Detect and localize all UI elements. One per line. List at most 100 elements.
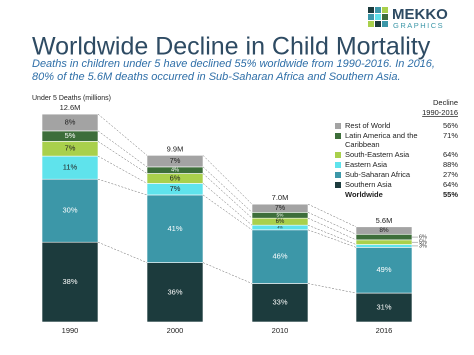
legend-swatch bbox=[335, 133, 341, 139]
connector bbox=[307, 283, 357, 294]
value-label: 4% bbox=[277, 225, 283, 229]
bar-segment bbox=[355, 247, 413, 294]
total-label: 9.9M bbox=[167, 144, 184, 153]
value-label: 7% bbox=[65, 144, 76, 153]
decline-value: 55% bbox=[443, 190, 458, 199]
legend-label-box: Latin America and the Caribbean bbox=[345, 131, 418, 149]
legend-label-box: Rest of World bbox=[345, 121, 390, 130]
bar-segment bbox=[146, 194, 204, 263]
value-label: 38% bbox=[62, 277, 77, 286]
x-tick-label: 2016 bbox=[376, 326, 393, 335]
connector bbox=[97, 155, 148, 184]
decline-value: 64% bbox=[443, 180, 458, 189]
decline-period: 1990-2016 bbox=[422, 108, 458, 117]
bar-segment bbox=[251, 283, 309, 323]
subtitle-box: Deaths in children under 5 have declined… bbox=[32, 58, 435, 83]
bar-segment bbox=[146, 262, 204, 323]
logo-sub: GRAPHICS bbox=[393, 21, 444, 30]
x-tick-label: 2010 bbox=[272, 326, 289, 335]
decline-value: 56% bbox=[443, 121, 458, 130]
connector bbox=[202, 262, 253, 284]
legend-label: Southern Asia bbox=[345, 180, 392, 189]
decline-value: 71% bbox=[443, 131, 458, 140]
bar-segment bbox=[251, 203, 309, 213]
connector bbox=[307, 229, 357, 248]
legend-label-box: Sub-Saharan Africa bbox=[345, 170, 411, 179]
connector bbox=[307, 203, 357, 228]
bar-segment bbox=[41, 178, 99, 243]
logo-icon bbox=[368, 7, 388, 27]
bar-segment bbox=[41, 241, 99, 323]
connector bbox=[97, 130, 148, 168]
connector bbox=[97, 141, 148, 174]
total-label: 12.6M bbox=[60, 103, 81, 112]
connector bbox=[97, 178, 148, 196]
value-label: 5% bbox=[419, 240, 427, 246]
bar-segment bbox=[146, 155, 204, 168]
value-label: 30% bbox=[62, 206, 77, 215]
x-tick-label: 1990 bbox=[62, 326, 79, 335]
bar-segment bbox=[355, 244, 413, 248]
chart-title: Worldwide Decline in Child Mortality bbox=[32, 33, 431, 61]
connector bbox=[97, 241, 148, 263]
bar-segment bbox=[355, 226, 413, 235]
value-label: 41% bbox=[167, 224, 182, 233]
value-label: 3% bbox=[419, 243, 427, 249]
legend-label: Worldwide bbox=[345, 190, 383, 199]
decline-value: 27% bbox=[443, 170, 458, 179]
connector bbox=[202, 194, 253, 231]
logo-name: MEKKO bbox=[392, 6, 448, 23]
decline-value: 88% bbox=[443, 160, 458, 169]
legend-swatch bbox=[335, 162, 341, 168]
legend-label: Eastern Asia bbox=[345, 160, 388, 169]
bar-segment bbox=[355, 239, 413, 245]
decline-value: 64% bbox=[443, 150, 458, 159]
value-label: 6% bbox=[276, 219, 285, 225]
value-label: 49% bbox=[376, 265, 391, 274]
legend-label-box: Southern Asia bbox=[345, 180, 392, 189]
value-label: 6% bbox=[170, 173, 181, 182]
connector bbox=[202, 183, 253, 226]
value-label: 5% bbox=[65, 131, 76, 140]
value-label: 4% bbox=[171, 168, 179, 174]
value-label: 8% bbox=[65, 117, 76, 126]
x-tick-label: 2000 bbox=[167, 326, 184, 335]
connector bbox=[202, 173, 253, 219]
legend-label: Latin America and the Caribbean bbox=[345, 131, 418, 149]
legend-label-box: South-Eastern Asia bbox=[345, 150, 410, 159]
legend-label-box: Eastern Asia bbox=[345, 160, 388, 169]
connector bbox=[307, 217, 357, 241]
value-label: 7% bbox=[170, 156, 181, 165]
total-label: 5.6M bbox=[376, 216, 393, 225]
legend-swatch bbox=[335, 182, 341, 188]
legend-swatch bbox=[335, 172, 341, 178]
value-label: 5% bbox=[277, 213, 285, 219]
value-label: 7% bbox=[275, 204, 286, 212]
value-label: 31% bbox=[376, 303, 391, 312]
value-label: 6% bbox=[419, 235, 427, 241]
connector bbox=[202, 155, 253, 205]
value-label: 33% bbox=[272, 298, 287, 307]
value-label: 7% bbox=[170, 184, 181, 193]
legend-label: South-Eastern Asia bbox=[345, 150, 410, 159]
value-label: 36% bbox=[167, 287, 182, 296]
y-axis-label: Under 5 Deaths (millions) bbox=[32, 95, 111, 102]
connector bbox=[202, 166, 253, 213]
legend-swatch bbox=[335, 152, 341, 158]
bar-segment bbox=[251, 229, 309, 284]
connector bbox=[307, 224, 357, 245]
bar-segment bbox=[355, 233, 413, 241]
value-label: 11% bbox=[63, 163, 78, 172]
connector bbox=[97, 113, 148, 156]
value-label: 8% bbox=[379, 227, 389, 234]
legend-swatch bbox=[335, 123, 341, 129]
decline-title: Decline bbox=[433, 98, 458, 107]
legend-label: Sub-Saharan Africa bbox=[345, 170, 411, 179]
bar-segment bbox=[355, 292, 413, 323]
bar-segment bbox=[41, 113, 99, 132]
connector bbox=[307, 212, 357, 235]
value-label: 46% bbox=[272, 252, 287, 261]
total-label: 7.0M bbox=[272, 193, 289, 202]
